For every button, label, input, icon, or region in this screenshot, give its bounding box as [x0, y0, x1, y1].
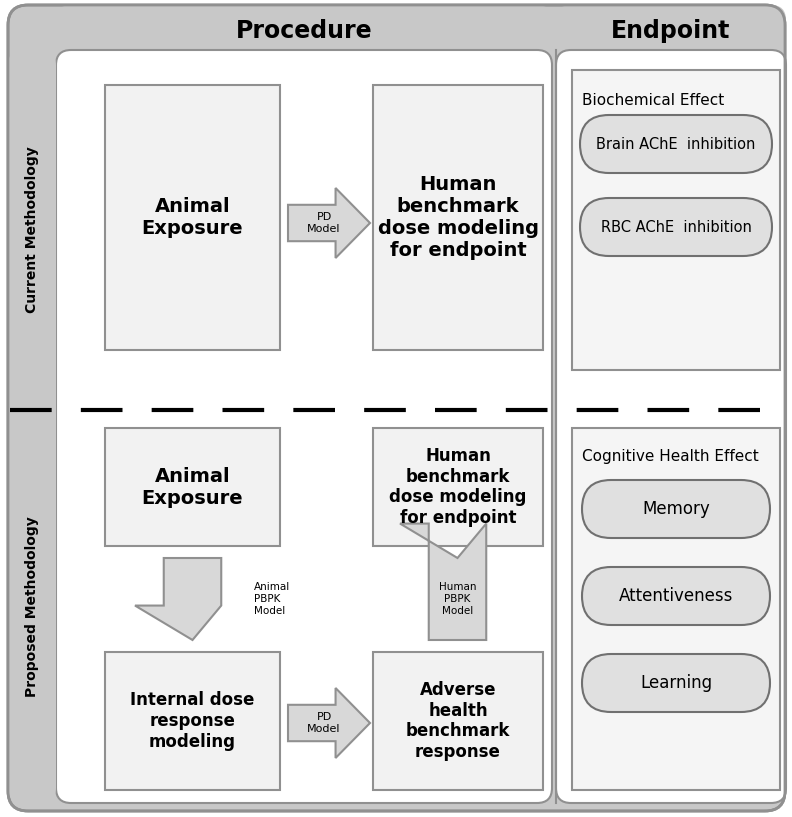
Bar [373, 652, 543, 790]
Text: Brain AChE  inhibition: Brain AChE inhibition [596, 136, 756, 151]
Text: Learning: Learning [640, 674, 712, 692]
Text: Internal dose
response
modeling: Internal dose response modeling [131, 691, 255, 751]
FancyBboxPatch shape [580, 115, 772, 173]
FancyBboxPatch shape [582, 567, 770, 625]
Text: Biochemical Effect: Biochemical Effect [582, 92, 724, 108]
Text: Attentiveness: Attentiveness [619, 587, 733, 605]
FancyBboxPatch shape [56, 5, 552, 65]
Polygon shape [135, 558, 221, 640]
Bar [105, 652, 280, 790]
FancyBboxPatch shape [8, 50, 56, 803]
Text: Animal
Exposure: Animal Exposure [142, 467, 243, 507]
Text: Memory: Memory [642, 500, 710, 518]
FancyBboxPatch shape [8, 5, 785, 811]
Text: PD
Model: PD Model [307, 712, 341, 734]
Bar [572, 70, 780, 370]
Bar [105, 85, 280, 350]
FancyBboxPatch shape [582, 654, 770, 712]
FancyBboxPatch shape [580, 198, 772, 256]
Text: Human
benchmark
dose modeling
for endpoint: Human benchmark dose modeling for endpoi… [378, 175, 539, 260]
Polygon shape [288, 188, 370, 258]
Text: Human
PBPK
Model: Human PBPK Model [439, 583, 476, 615]
Bar [105, 428, 280, 546]
FancyBboxPatch shape [556, 50, 786, 803]
Text: Animal
PBPK
Model: Animal PBPK Model [254, 583, 290, 615]
Text: Human
benchmark
dose modeling
for endpoint: Human benchmark dose modeling for endpoi… [390, 447, 527, 527]
Polygon shape [288, 688, 370, 758]
Text: Animal
Exposure: Animal Exposure [142, 197, 243, 238]
Text: PD
Model: PD Model [307, 212, 341, 234]
Polygon shape [400, 524, 486, 640]
FancyBboxPatch shape [556, 5, 786, 65]
Text: Current Methodology: Current Methodology [25, 146, 39, 314]
Text: Procedure: Procedure [236, 19, 372, 42]
Bar [373, 85, 543, 350]
Text: Proposed Methodology: Proposed Methodology [25, 516, 39, 697]
Text: RBC AChE  inhibition: RBC AChE inhibition [600, 220, 752, 234]
Text: Cognitive Health Effect: Cognitive Health Effect [582, 449, 759, 463]
Bar [572, 428, 780, 790]
Text: Endpoint: Endpoint [611, 19, 731, 42]
FancyBboxPatch shape [582, 480, 770, 538]
Bar [373, 428, 543, 546]
Text: Adverse
health
benchmark
response: Adverse health benchmark response [406, 681, 510, 761]
FancyBboxPatch shape [56, 50, 552, 803]
